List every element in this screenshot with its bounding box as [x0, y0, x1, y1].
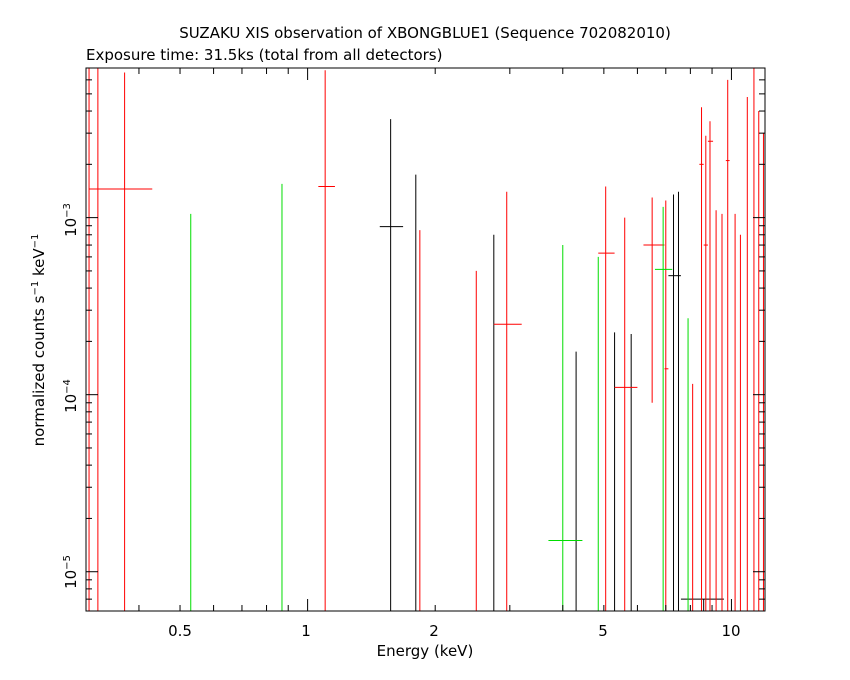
series-2 — [190, 183, 689, 611]
y-tick-label: 10−4 — [62, 379, 80, 413]
x-tick-label: 10 — [721, 622, 740, 640]
y-tick-label: 10−3 — [62, 203, 80, 237]
x-tick-label: 1 — [301, 622, 311, 640]
chart-subtitle: Exposure time: 31.5ks (total from all de… — [86, 46, 442, 64]
y-tick-label: 10−5 — [62, 555, 80, 589]
data-layer — [88, 68, 764, 611]
series-1 — [88, 68, 764, 611]
x-tick-label: 2 — [429, 622, 439, 640]
plot-frame — [85, 67, 766, 612]
x-axis-label: Energy (keV) — [377, 642, 474, 660]
chart-title: SUZAKU XIS observation of XBONGBLUE1 (Se… — [179, 24, 671, 42]
axis-ticks — [85, 67, 765, 612]
y-axis-label: normalized counts s−1 keV−1 — [30, 234, 48, 447]
y-tick-labels: 10−5 10−4 10−3 — [62, 203, 80, 589]
series-0 — [379, 119, 724, 611]
x-tick-labels: 0.5 1 2 5 10 — [168, 622, 740, 640]
x-tick-label: 5 — [598, 622, 608, 640]
x-tick-label: 0.5 — [168, 622, 192, 640]
